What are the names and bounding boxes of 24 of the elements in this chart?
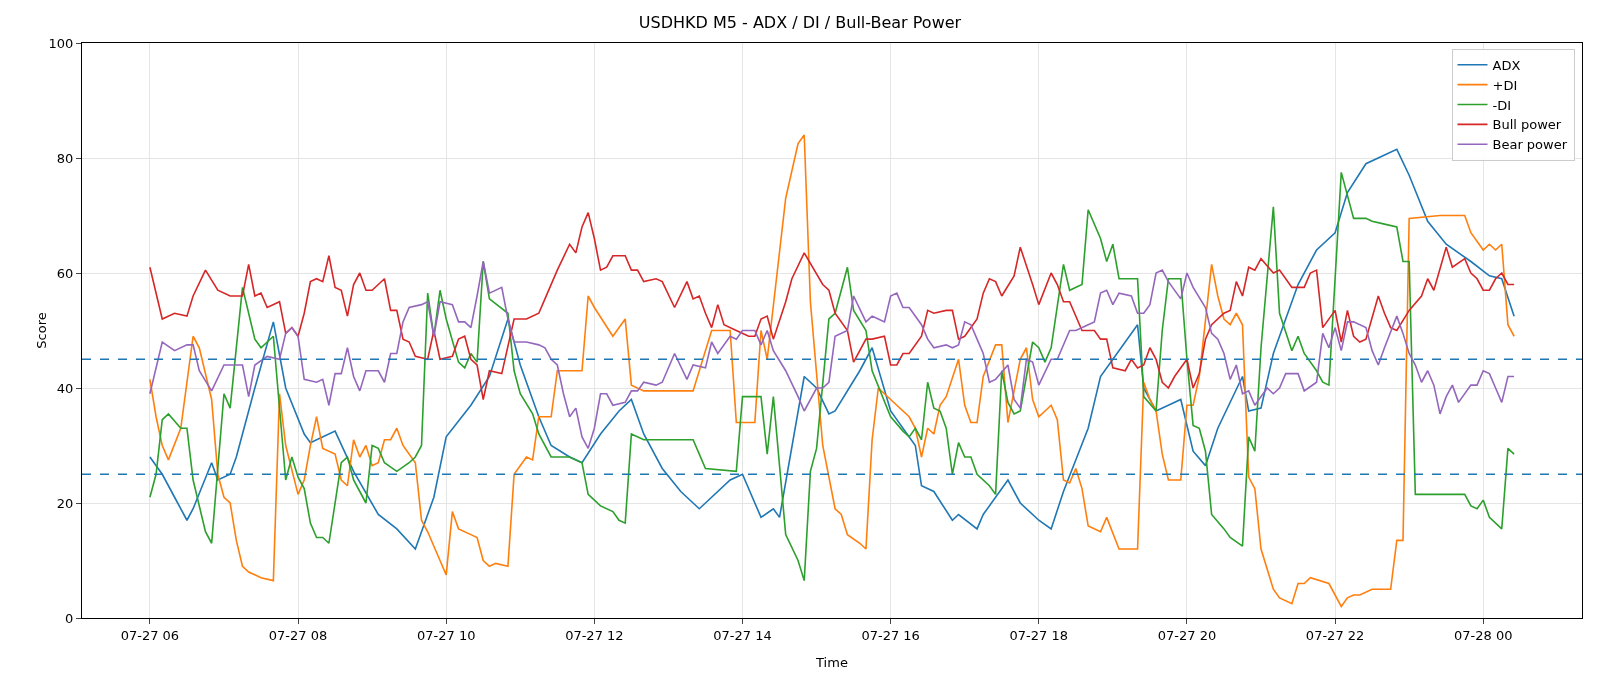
x-tick-label: 07-27 22: [1305, 627, 1365, 643]
x-tick-label: 07-28 00: [1454, 627, 1513, 643]
legend-label: Bear power: [1492, 137, 1568, 153]
y-tick-label: 60: [56, 265, 74, 281]
legend-label: Bull power: [1492, 117, 1562, 133]
y-tick-label: 100: [48, 35, 74, 51]
x-tick-label: 07-27 14: [713, 627, 772, 643]
x-tick-label: 07-27 16: [861, 627, 920, 643]
legend-label: +DI: [1492, 77, 1518, 93]
x-tick-label: 07-27 10: [416, 627, 476, 643]
y-tick-label: 40: [56, 380, 74, 396]
y-tick-label: 80: [56, 150, 74, 166]
x-tick-label: 07-27 08: [268, 627, 328, 643]
y-tick-label: 0: [65, 610, 74, 626]
legend-label: ADX: [1492, 57, 1521, 73]
x-tick-label: 07-27 12: [565, 627, 624, 643]
y-axis-title: Score: [34, 312, 49, 349]
x-tick-label: 07-27 06: [120, 627, 180, 643]
legend-label: -DI: [1492, 97, 1512, 113]
y-tick-label: 20: [56, 495, 74, 511]
x-tick-label: 07-27 18: [1009, 627, 1069, 643]
x-tick-label: 07-27 20: [1157, 627, 1217, 643]
chart-title: USDHKD M5 - ADX / DI / Bull-Bear Power: [638, 13, 962, 33]
x-axis-title: Time: [815, 655, 848, 670]
